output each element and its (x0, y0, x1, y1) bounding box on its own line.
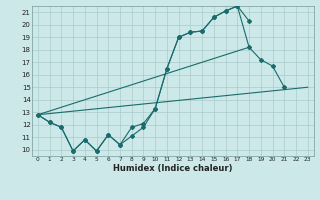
X-axis label: Humidex (Indice chaleur): Humidex (Indice chaleur) (113, 164, 233, 173)
